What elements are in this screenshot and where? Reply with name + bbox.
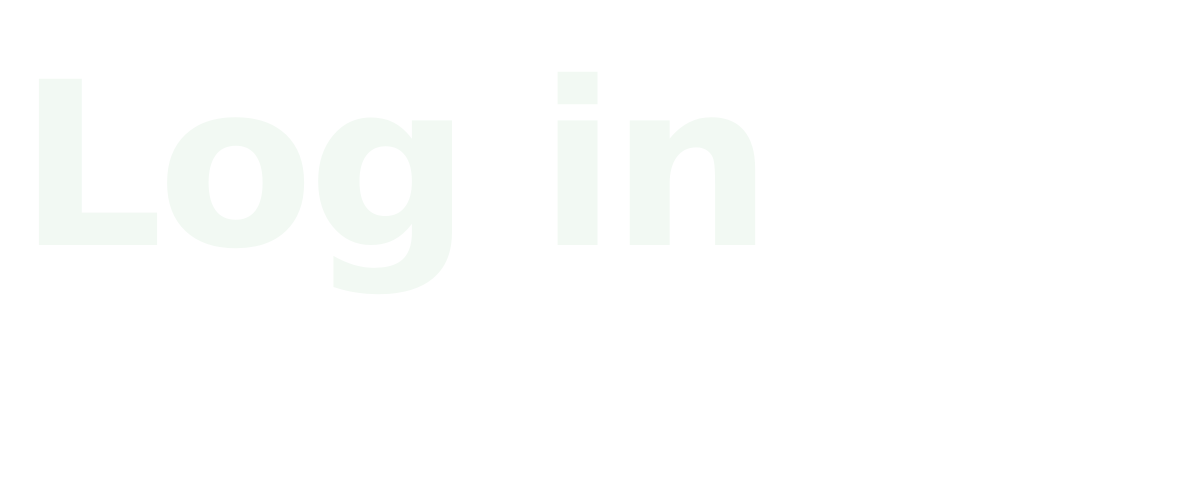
page-title: Log in bbox=[18, 33, 773, 299]
